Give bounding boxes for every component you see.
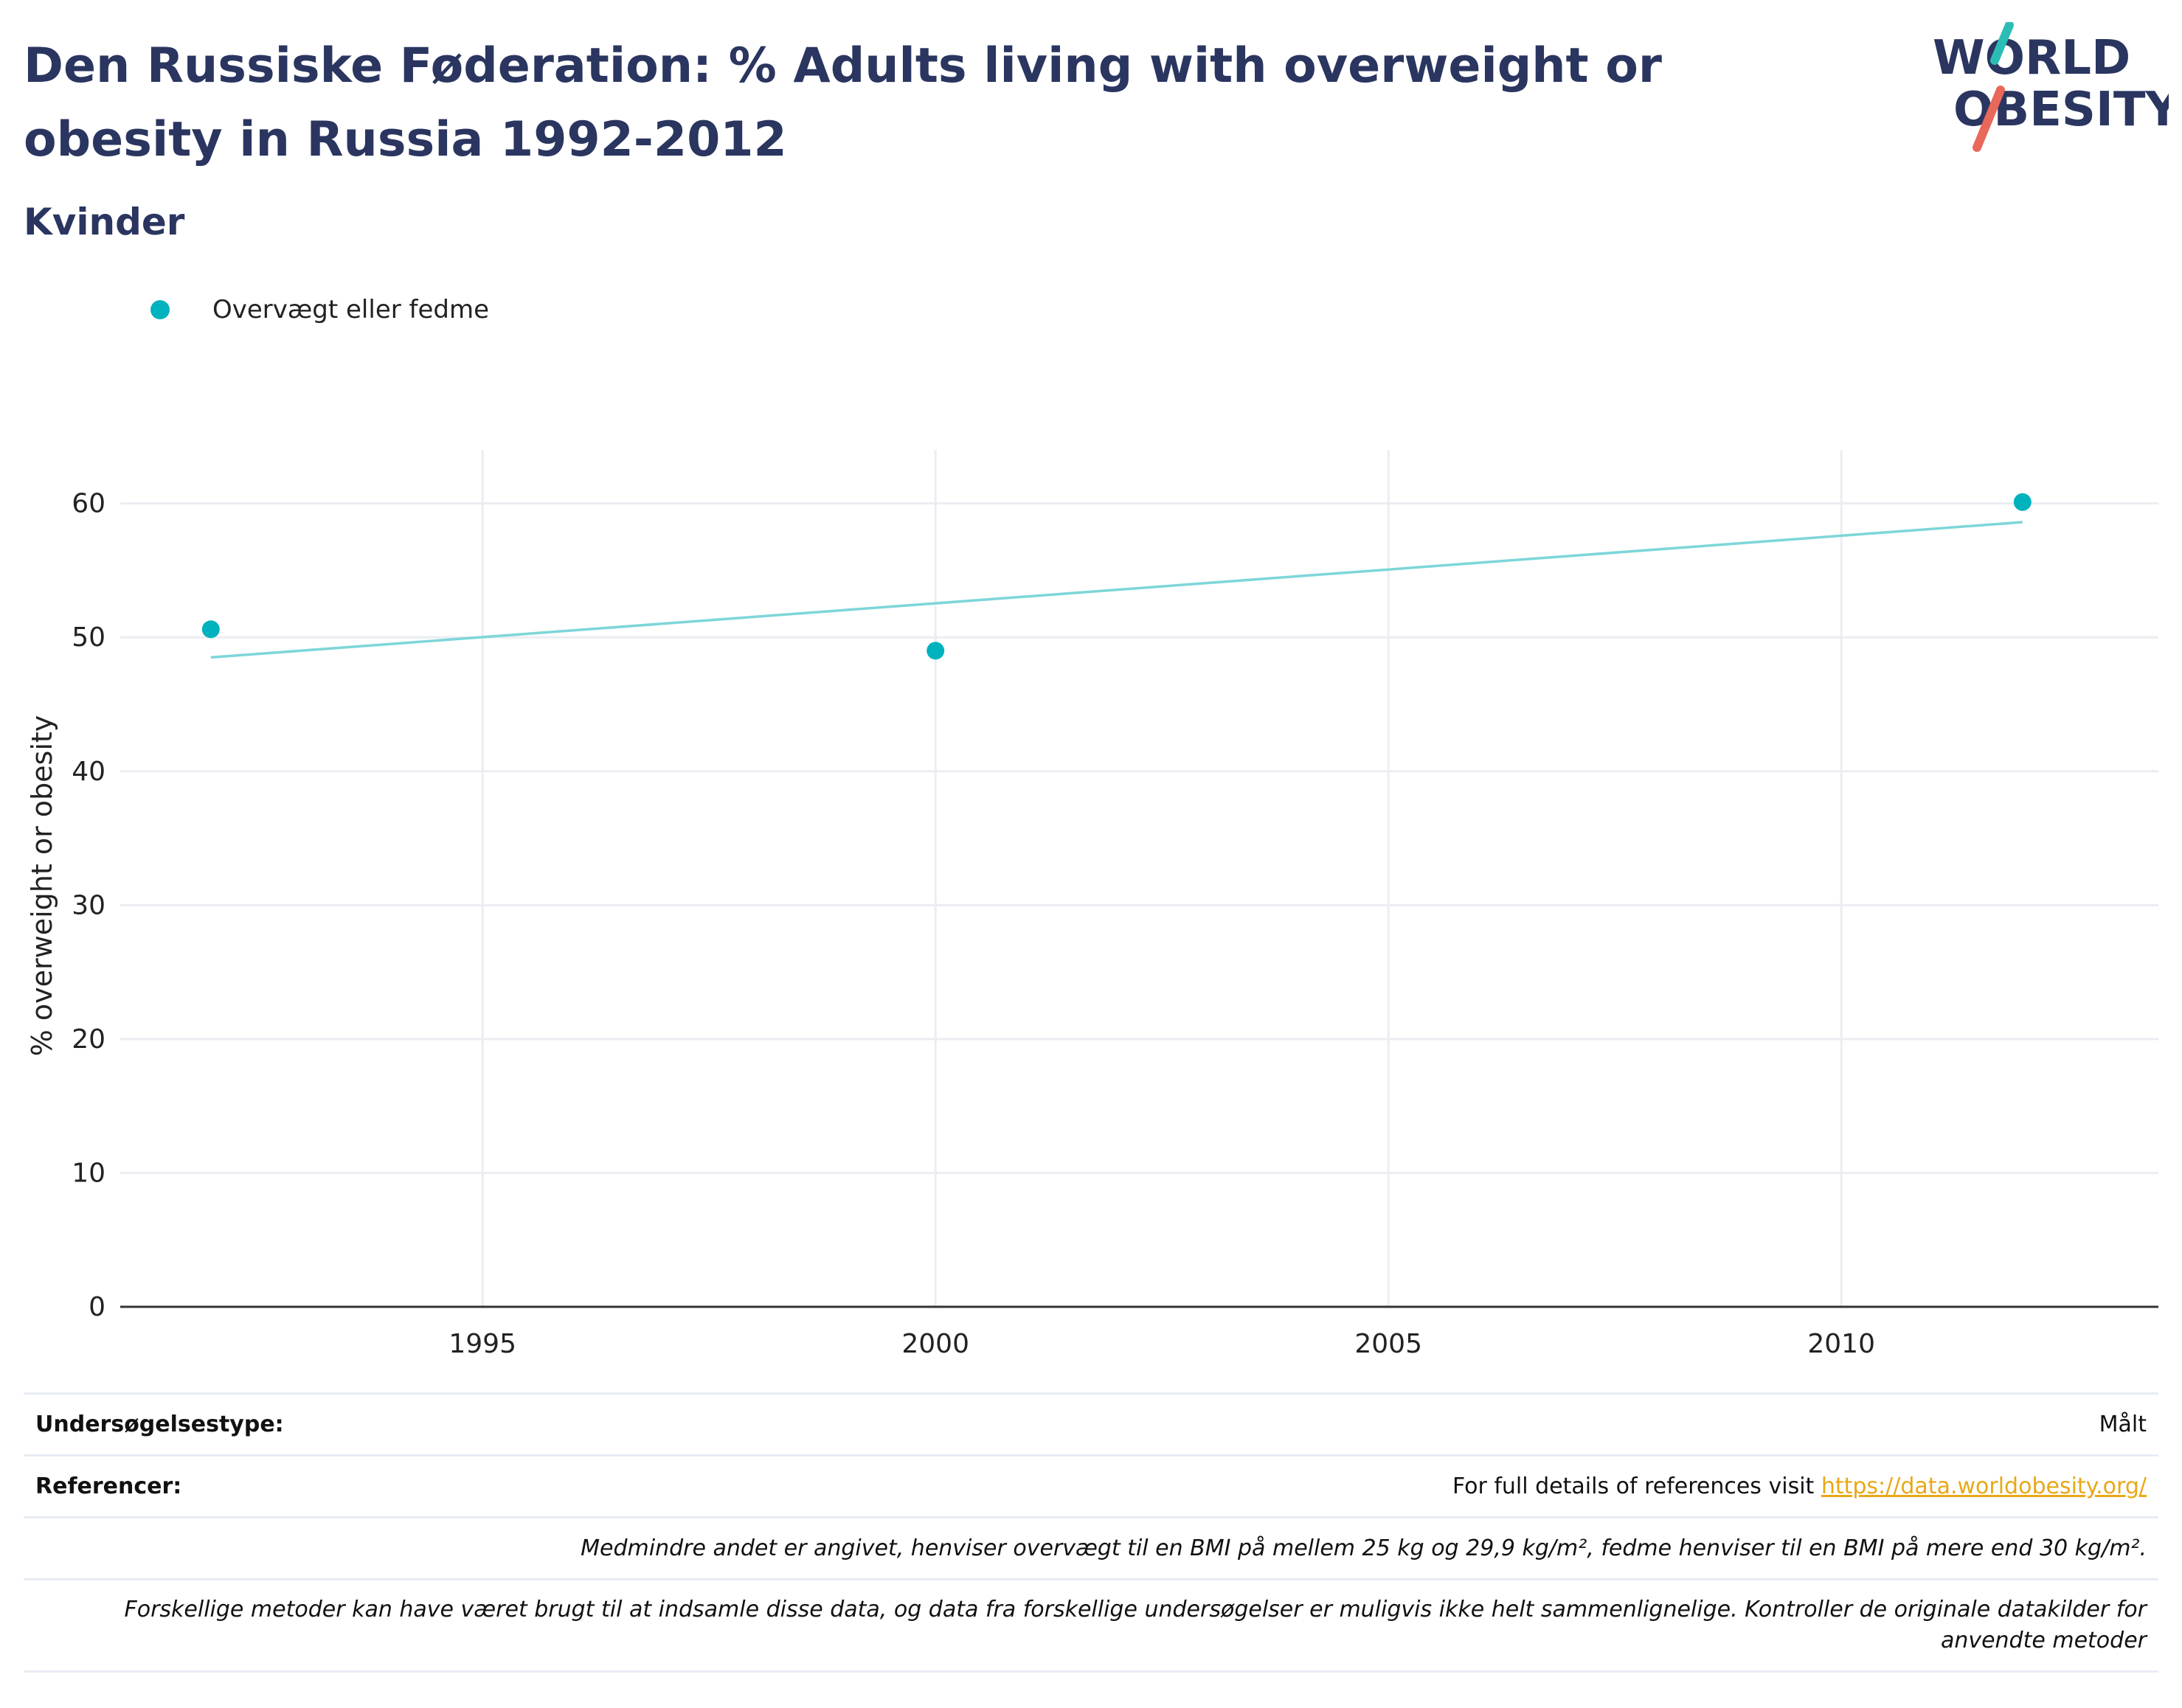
footer-row-references: Referencer: For full details of referenc… [24,1454,2158,1516]
logo-slash-coral [1973,86,2005,152]
survey-type-label: Undersøgelsestype: [35,1412,284,1437]
chart-title: Den Russiske Føderation: % Adults living… [24,38,1662,167]
legend-label: Overvægt eller fedme [212,295,490,324]
data-point [201,620,220,639]
y-tick-label: 40 [72,757,105,787]
footer-row-survey-type: Undersøgelsestype: Målt [24,1392,2158,1454]
data-point [927,642,945,660]
bmi-definition-note: Medmindre andet er angivet, henviser ove… [581,1535,2147,1561]
chart-subtitle: Kvinder [24,201,185,243]
trend-layer [210,521,2023,659]
points-layer [201,493,2032,660]
y-tick-label: 0 [89,1292,105,1322]
scatter-chart: 0 10 20 30 40 50 60 1995 2000 2005 2010 % overweigh… [26,450,2158,1359]
y-tick-label: 30 [72,890,105,920]
y-tick-label: 10 [72,1158,105,1188]
legend-marker-icon [150,300,170,319]
chart-legend[interactable]: Overvægt eller fedme [150,295,489,324]
references-value: For full details of references visit htt… [1452,1473,2147,1499]
y-tick-label: 50 [72,622,105,653]
logo-word-world: WORLD [1933,31,2130,86]
trend-line [210,521,2023,659]
x-tick-label: 2000 [901,1329,969,1359]
grid-layer [120,450,2158,1307]
world-obesity-logo: WORLD OBESITY [1933,22,2169,152]
x-tick-label: 1995 [448,1329,516,1359]
methods-disclaimer-note: Forskellige metoder kan have været brugt… [124,1597,2147,1653]
references-link[interactable]: https://data.worldobesity.org/ [1821,1473,2147,1499]
survey-type-value: Målt [2099,1412,2147,1437]
x-tick-label: 2005 [1354,1329,1422,1359]
data-point [2013,493,2032,511]
y-tick-label: 20 [72,1024,105,1055]
chart-footer: Undersøgelsestype: Målt Referencer: For … [24,1392,2158,1673]
footer-row-methods-note: Forskellige metoder kan have været brugt… [24,1578,2158,1673]
label-layer: 0 10 20 30 40 50 60 1995 2000 2005 2010 % overweigh… [26,489,1875,1359]
x-tick-label: 2010 [1807,1329,1875,1359]
y-tick-label: 60 [72,489,105,519]
footer-row-bmi-note: Medmindre andet er angivet, henviser ove… [24,1516,2158,1578]
y-axis-title: % overweight or obesity [26,715,58,1057]
references-text: For full details of references visit [1452,1473,1821,1499]
logo-slash-teal [1990,22,2014,65]
references-label: Referencer: [35,1473,182,1499]
